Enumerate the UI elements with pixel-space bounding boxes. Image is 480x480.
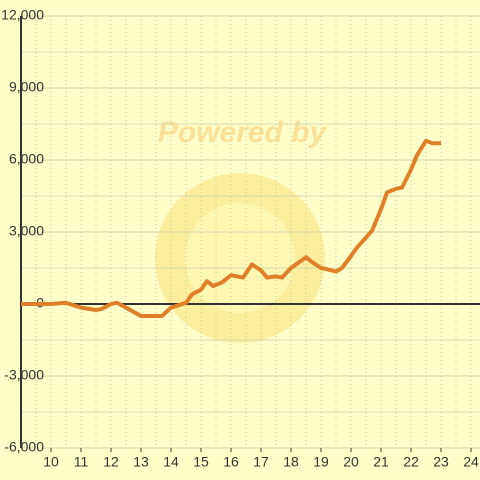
x-tick-label: 17 (253, 454, 269, 470)
data-line (21, 138, 441, 318)
x-tick-label: 23 (433, 454, 449, 470)
x-tick-label: 21 (373, 454, 389, 470)
x-tick-label: 12 (103, 454, 119, 470)
y-tick-label: 9,000 (9, 79, 44, 95)
x-tick-label: 14 (163, 454, 179, 470)
watermark: Powered by (158, 116, 328, 149)
y-tick-label: 3,000 (9, 223, 44, 239)
y-tick-label: -6,000 (4, 439, 44, 455)
x-tick-label: 22 (403, 454, 419, 470)
x-tick-label: 10 (43, 454, 59, 470)
x-tick-label: 20 (343, 454, 359, 470)
x-tick-label: 18 (283, 454, 299, 470)
y-tick-label: 6,000 (9, 151, 44, 167)
x-tick-label: 16 (223, 454, 239, 470)
watermark-logo (155, 173, 325, 343)
x-tick-label: 13 (133, 454, 149, 470)
x-tick-label: 24 (463, 454, 479, 470)
x-tick-label: 11 (74, 454, 89, 470)
y-tick-label: 12,000 (1, 7, 44, 23)
x-tick-label: 15 (193, 454, 209, 470)
y-tick-label: -3,000 (4, 367, 44, 383)
x-tick-label: 19 (313, 454, 329, 470)
